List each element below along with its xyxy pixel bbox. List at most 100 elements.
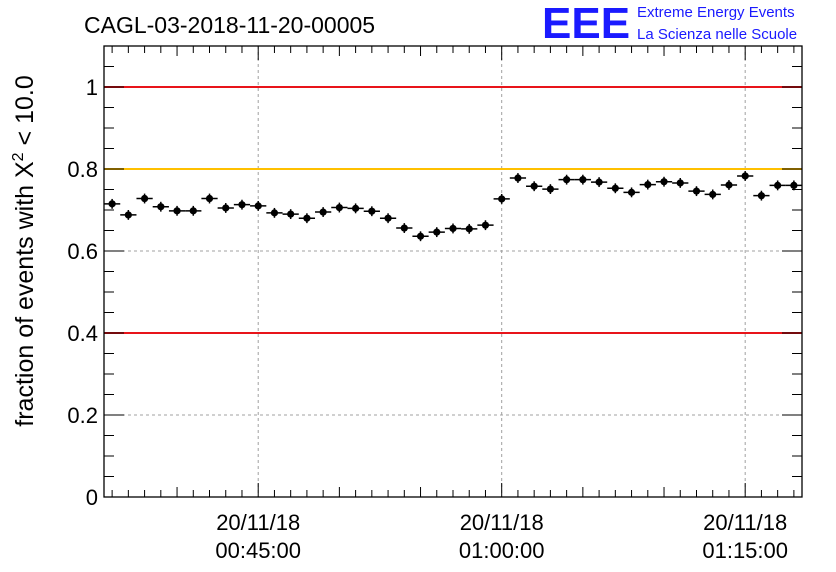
data-point-marker bbox=[433, 228, 441, 236]
data-point bbox=[396, 223, 413, 233]
y-axis-label-superscript: 2 bbox=[10, 152, 27, 161]
data-point bbox=[298, 213, 316, 224]
data-point-marker bbox=[611, 184, 619, 192]
data-point bbox=[704, 189, 721, 200]
data-point bbox=[428, 227, 445, 238]
x-tick-label-date: 20/11/18 bbox=[460, 510, 544, 535]
x-tick-label-date: 20/11/18 bbox=[703, 510, 787, 535]
data-point bbox=[737, 171, 754, 181]
data-points bbox=[104, 171, 802, 242]
data-point-marker bbox=[335, 203, 343, 212]
data-point-marker bbox=[725, 181, 733, 189]
data-point-marker bbox=[368, 207, 376, 215]
y-axis-label-main: fraction of events with Χ bbox=[11, 161, 39, 427]
data-point bbox=[509, 173, 527, 183]
data-point bbox=[590, 177, 608, 188]
data-point-marker bbox=[709, 190, 717, 199]
data-point-marker bbox=[303, 214, 311, 222]
data-point-marker bbox=[384, 214, 392, 222]
data-point-marker bbox=[287, 210, 295, 218]
data-point-marker bbox=[660, 178, 668, 186]
data-point bbox=[412, 231, 429, 242]
data-point bbox=[785, 180, 802, 191]
data-point bbox=[542, 184, 559, 195]
data-point bbox=[379, 213, 397, 224]
data-point-marker bbox=[498, 195, 506, 203]
data-point bbox=[363, 206, 380, 217]
data-point-marker bbox=[108, 200, 116, 208]
x-tick-label-date: 20/11/18 bbox=[216, 510, 300, 535]
data-point bbox=[688, 186, 705, 197]
data-point-marker bbox=[481, 221, 490, 229]
data-point bbox=[104, 198, 121, 209]
data-point-marker bbox=[530, 182, 538, 190]
reference-lines bbox=[104, 86, 802, 334]
data-point bbox=[266, 207, 283, 218]
data-point bbox=[233, 199, 251, 210]
data-point-marker bbox=[757, 192, 766, 200]
data-point bbox=[168, 205, 186, 216]
data-point-marker bbox=[222, 204, 230, 212]
data-point bbox=[477, 220, 494, 231]
data-point bbox=[185, 205, 202, 216]
data-point-marker bbox=[449, 224, 457, 233]
data-point bbox=[753, 190, 770, 201]
data-point bbox=[331, 202, 348, 213]
data-point-marker bbox=[124, 211, 132, 219]
data-point-marker bbox=[140, 194, 149, 203]
data-point bbox=[655, 176, 673, 187]
chart-title: CAGL-03-2018-11-20-00005 bbox=[84, 12, 375, 38]
data-point-marker bbox=[352, 204, 360, 212]
data-point-marker bbox=[546, 185, 554, 193]
data-point bbox=[623, 187, 640, 198]
data-point-marker bbox=[319, 208, 327, 216]
data-point-marker bbox=[595, 178, 603, 186]
x-tick-label-time: 01:15:00 bbox=[702, 538, 788, 563]
y-tick-label: 0.2 bbox=[67, 403, 98, 428]
data-point bbox=[493, 194, 510, 204]
eee-logo: EEE Extreme Energy Events La Scienza nel… bbox=[542, 0, 797, 48]
data-point bbox=[558, 174, 575, 185]
data-point-marker bbox=[579, 176, 587, 184]
x-ticks: 20/11/18 00:45:00 20/11/18 01:00:00 20/11/18… bbox=[111, 46, 795, 563]
data-point-marker bbox=[741, 172, 749, 180]
data-point bbox=[720, 180, 738, 190]
data-point-marker bbox=[254, 202, 262, 210]
y-ticks: 0 0.2 0.4 0.6 0.8 1 bbox=[67, 45, 802, 510]
data-point-marker bbox=[416, 232, 425, 240]
y-tick-label: 0.8 bbox=[67, 157, 98, 182]
y-tick-label: 0 bbox=[86, 485, 98, 510]
y-tick-label: 0.6 bbox=[67, 239, 98, 264]
data-point bbox=[136, 193, 153, 204]
data-point bbox=[250, 200, 267, 211]
data-point bbox=[672, 178, 689, 188]
data-point bbox=[444, 223, 462, 234]
data-point-marker bbox=[400, 224, 408, 232]
data-point bbox=[607, 183, 624, 194]
data-point bbox=[282, 209, 299, 220]
data-point bbox=[347, 203, 364, 214]
data-point bbox=[461, 223, 478, 234]
data-point-marker bbox=[627, 188, 636, 196]
data-point bbox=[120, 210, 137, 220]
y-axis-label: fraction of events with Χ2 < 10.0 bbox=[10, 75, 39, 426]
data-point-marker bbox=[563, 176, 571, 184]
x-tick-label-time: 00:45:00 bbox=[215, 538, 301, 563]
y-tick-label: 1 bbox=[86, 75, 98, 100]
data-point-marker bbox=[189, 207, 197, 215]
data-point-marker bbox=[790, 181, 798, 189]
data-point-marker bbox=[692, 187, 701, 195]
x-tick-label-time: 01:00:00 bbox=[459, 538, 545, 563]
data-point-marker bbox=[644, 180, 652, 189]
data-point bbox=[769, 180, 786, 191]
data-point-marker bbox=[173, 207, 181, 215]
data-point bbox=[526, 181, 543, 192]
data-point-marker bbox=[774, 181, 782, 189]
data-point-marker bbox=[205, 194, 214, 203]
data-point bbox=[315, 207, 332, 217]
data-point-marker bbox=[676, 179, 684, 187]
data-point-marker bbox=[157, 203, 165, 211]
data-point-marker bbox=[465, 225, 473, 233]
